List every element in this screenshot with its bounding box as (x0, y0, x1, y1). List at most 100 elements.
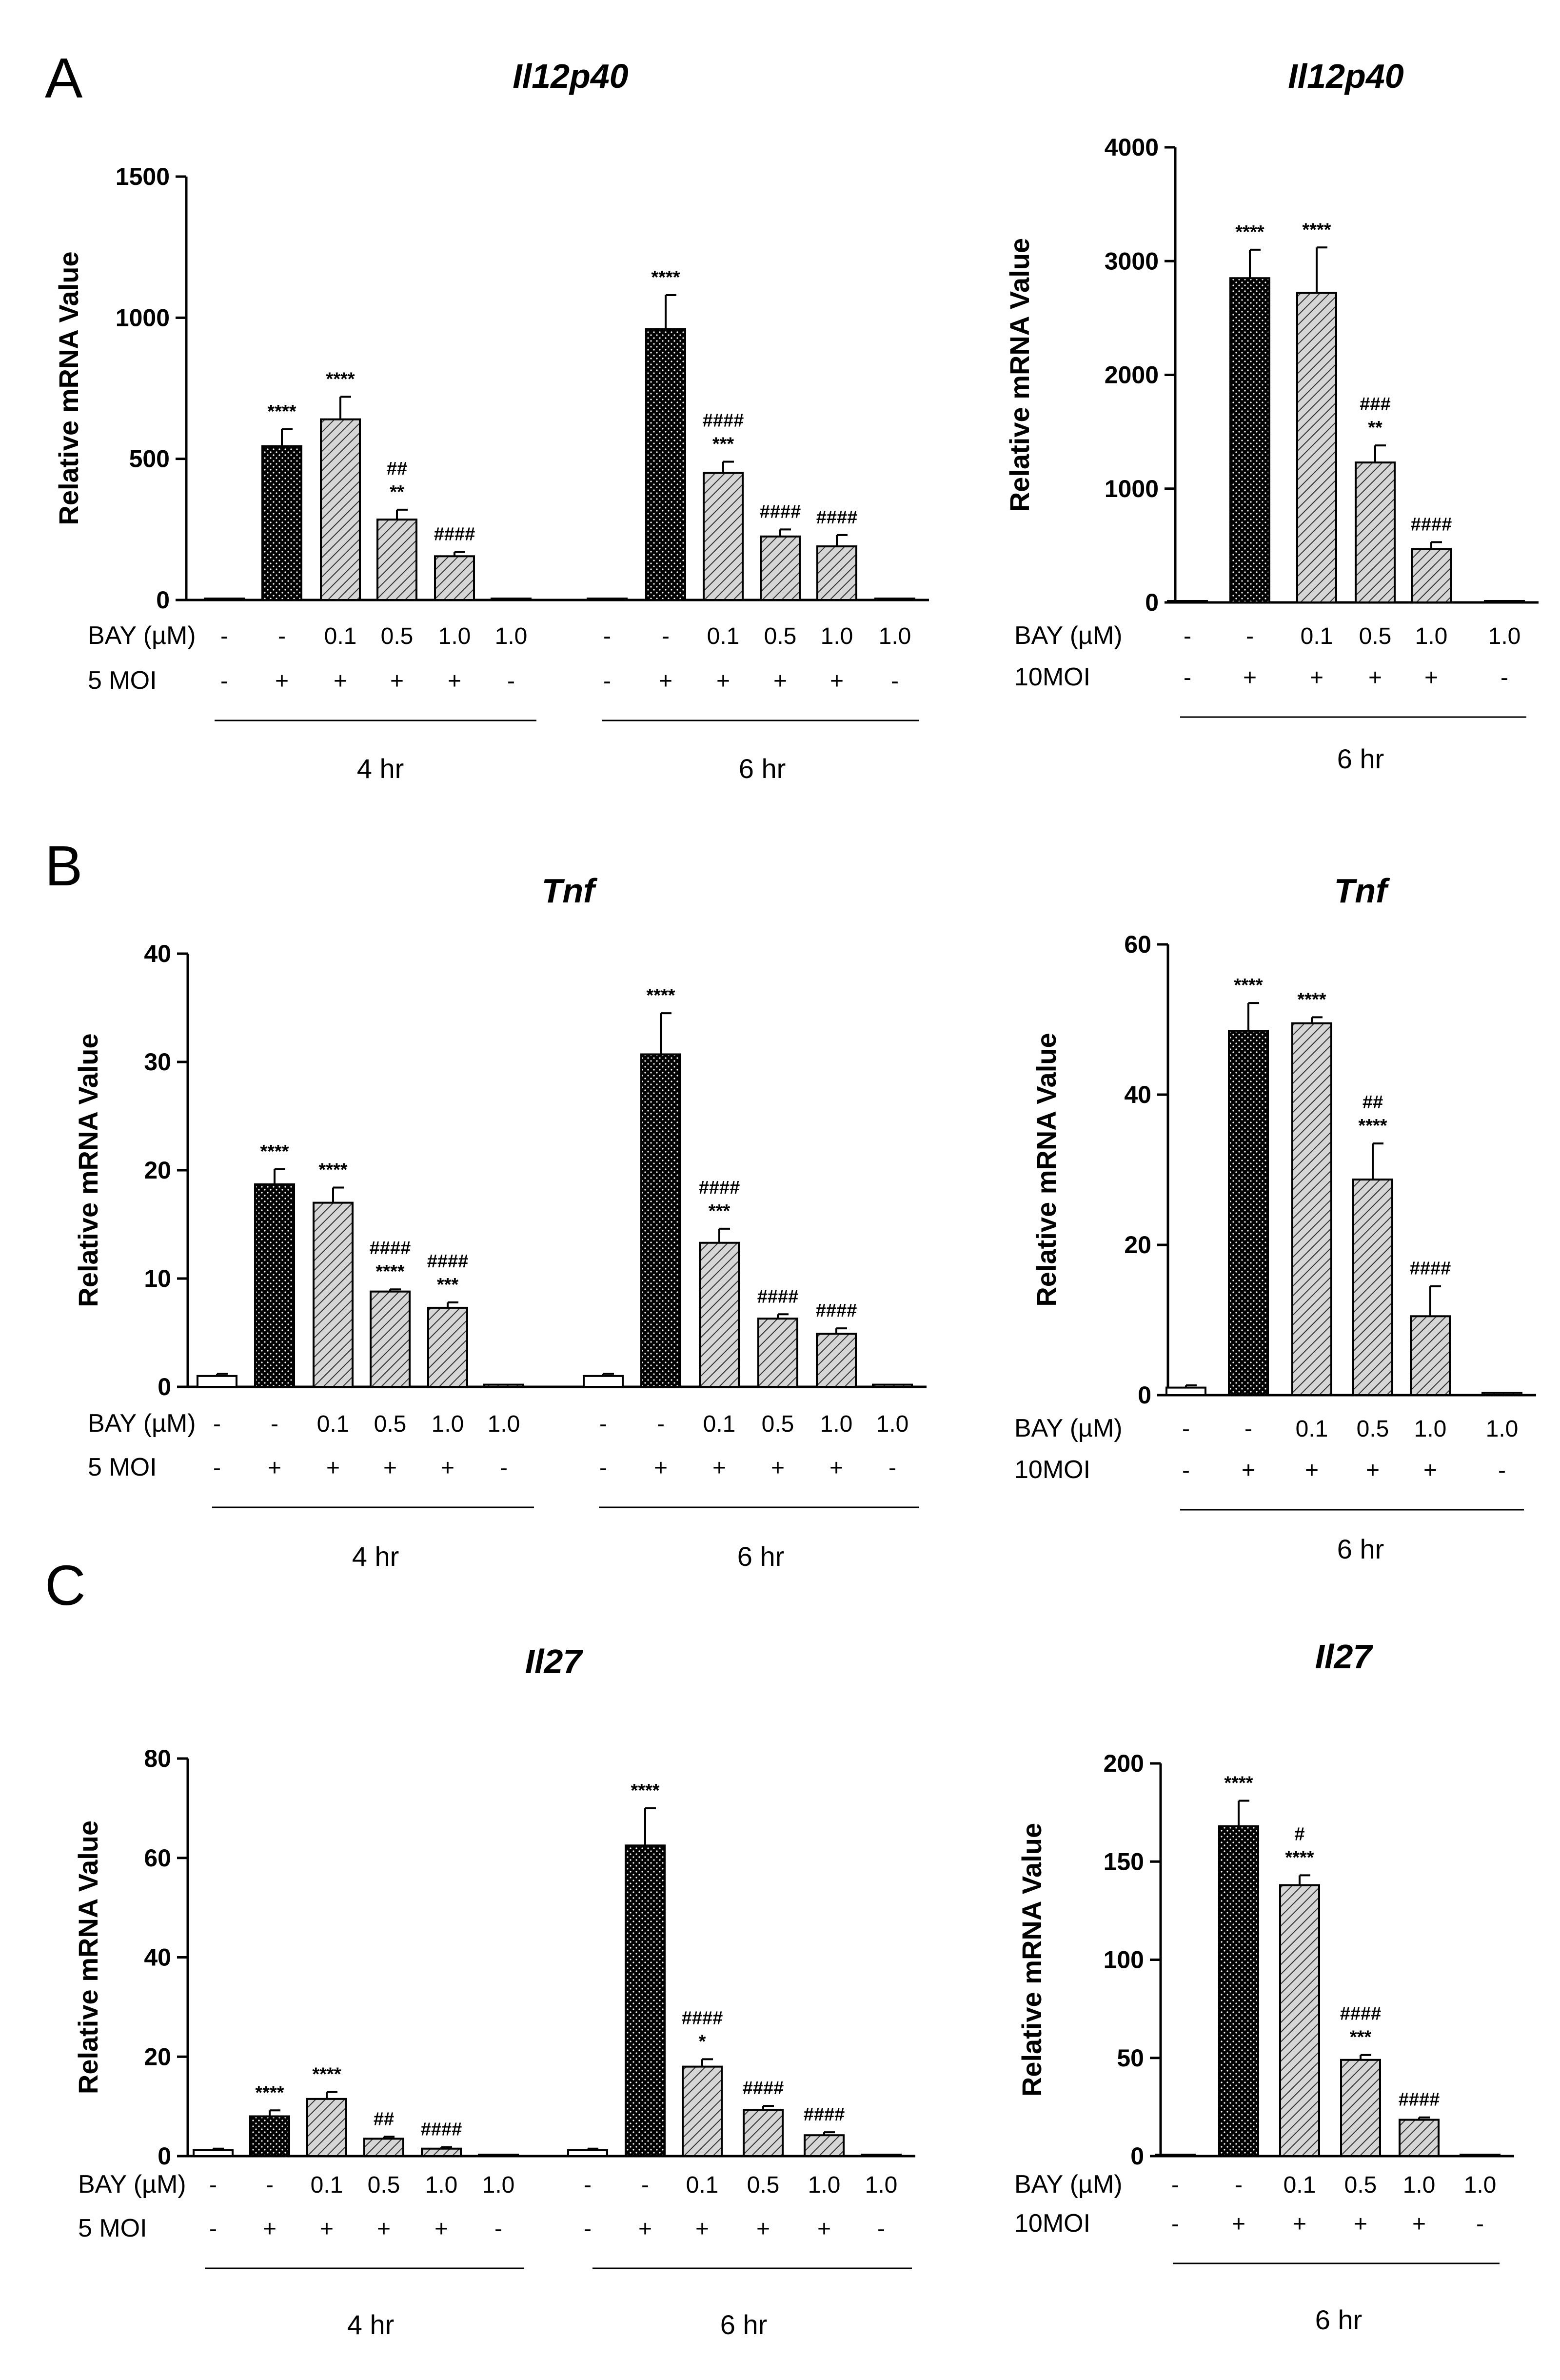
condition-label-moi: 5 MOI (78, 2214, 147, 2242)
y-tick-label: 1000 (116, 304, 170, 331)
moi-value: - (213, 1455, 221, 1481)
moi-value: - (209, 2216, 217, 2242)
y-tick-label: 50 (1117, 2044, 1144, 2072)
moi-value: + (756, 2216, 770, 2242)
bay-value: 1.0 (821, 623, 853, 649)
significance-label: *** (709, 1201, 731, 1221)
moi-value: + (638, 2216, 652, 2242)
bar (1155, 2154, 1196, 2157)
y-tick-label: 0 (158, 2142, 171, 2170)
bay-value: 1.0 (1414, 1416, 1447, 1442)
bar (1167, 600, 1208, 603)
moi-value: + (654, 1455, 668, 1481)
moi-value: - (877, 2216, 885, 2242)
y-tick-label: 40 (1124, 1081, 1151, 1108)
significance-label: ** (1368, 418, 1382, 438)
bay-value: 1.0 (876, 1411, 909, 1437)
bar (567, 2149, 608, 2157)
moi-value: + (1305, 1458, 1319, 1483)
moi-value: - (507, 668, 515, 694)
moi-value: + (817, 2216, 831, 2242)
significance-label: **** (255, 2082, 284, 2103)
chart-title: Il27 (525, 1642, 584, 1680)
significance-label: ** (390, 482, 404, 502)
bay-value: 0.1 (1296, 1416, 1328, 1442)
moi-value: + (268, 1455, 281, 1481)
bay-value: 0.1 (703, 1411, 736, 1437)
significance-label: #### (757, 1286, 799, 1307)
bar (261, 445, 302, 601)
condition-label-bay: BAY (µM) (88, 1409, 196, 1438)
group-label: 6 hr (739, 753, 786, 784)
bay-value: 1.0 (1488, 623, 1521, 649)
bay-value: 1.0 (425, 2172, 458, 2198)
moi-value: - (494, 2216, 502, 2242)
moi-value: + (1368, 665, 1382, 691)
bar (197, 1375, 237, 1388)
moi-value: + (1424, 665, 1438, 691)
moi-value: - (1171, 2211, 1179, 2237)
condition-label-bay: BAY (µM) (1014, 1414, 1123, 1442)
bay-value: - (1184, 623, 1191, 649)
moi-value: + (1423, 1458, 1437, 1483)
significance-label: #### (421, 2120, 462, 2140)
moi-value: + (1412, 2211, 1426, 2237)
significance-label: #### (816, 507, 858, 528)
moi-value: - (584, 2216, 592, 2242)
significance-label: **** (312, 2064, 341, 2085)
moi-value: + (448, 668, 461, 694)
bay-value: - (213, 1411, 221, 1437)
group-label: 4 hr (347, 2309, 395, 2340)
y-tick-label: 80 (144, 1745, 171, 1772)
condition-label-moi: 10MOI (1014, 1456, 1090, 1484)
significance-label: #### (699, 1178, 740, 1198)
bar (1340, 2059, 1381, 2157)
bay-value: - (278, 623, 286, 649)
y-tick-label: 60 (1124, 931, 1151, 958)
condition-label-moi: 10MOI (1014, 2209, 1090, 2238)
bar (625, 1844, 666, 2157)
panel-letter-c: C (45, 1554, 86, 1617)
bay-value: - (1246, 623, 1254, 649)
bay-value: 1.0 (1464, 2172, 1497, 2198)
significance-label: ## (387, 459, 407, 479)
significance-label: #### (743, 2078, 784, 2099)
bay-value: 1.0 (438, 623, 471, 649)
moi-value: + (441, 1455, 454, 1481)
significance-label: #### (816, 1300, 857, 1321)
significance-label: **** (1297, 989, 1326, 1010)
y-tick-label: 0 (156, 586, 170, 614)
significance-label: #### (1340, 2004, 1382, 2024)
y-tick-label: 30 (144, 1048, 171, 1076)
bar (320, 418, 361, 601)
significance-label: **** (1224, 1773, 1253, 1793)
bar (816, 1333, 857, 1388)
y-tick-label: 200 (1104, 1750, 1144, 1777)
chart-title: Tnf (1334, 872, 1391, 910)
significance-label: ### (1360, 394, 1390, 415)
moi-value: + (434, 2216, 448, 2242)
bar (640, 1053, 681, 1388)
y-tick-label: 20 (144, 1157, 171, 1184)
moi-value: + (326, 1455, 340, 1481)
significance-label: #### (804, 2104, 845, 2125)
bar (1411, 548, 1452, 604)
bar (1355, 461, 1396, 603)
y-tick-label: 40 (144, 940, 171, 967)
chart-title: Il12p40 (513, 57, 628, 95)
bay-value: 0.1 (311, 2172, 343, 2198)
y-axis-label: Relative mRNA Value (1031, 1033, 1062, 1306)
bar (1228, 1030, 1269, 1397)
moi-value: + (1310, 665, 1323, 691)
significance-label: **** (1285, 1847, 1314, 1868)
significance-label: *** (437, 1275, 459, 1295)
bay-value: 1.0 (488, 1411, 520, 1437)
significance-label: **** (1302, 220, 1331, 240)
moi-value: + (390, 668, 404, 694)
bay-value: 0.5 (374, 1411, 407, 1437)
bay-value: 1.0 (820, 1411, 853, 1437)
bar (249, 2115, 290, 2157)
moi-value: + (695, 2216, 709, 2242)
moi-value: - (603, 668, 611, 694)
